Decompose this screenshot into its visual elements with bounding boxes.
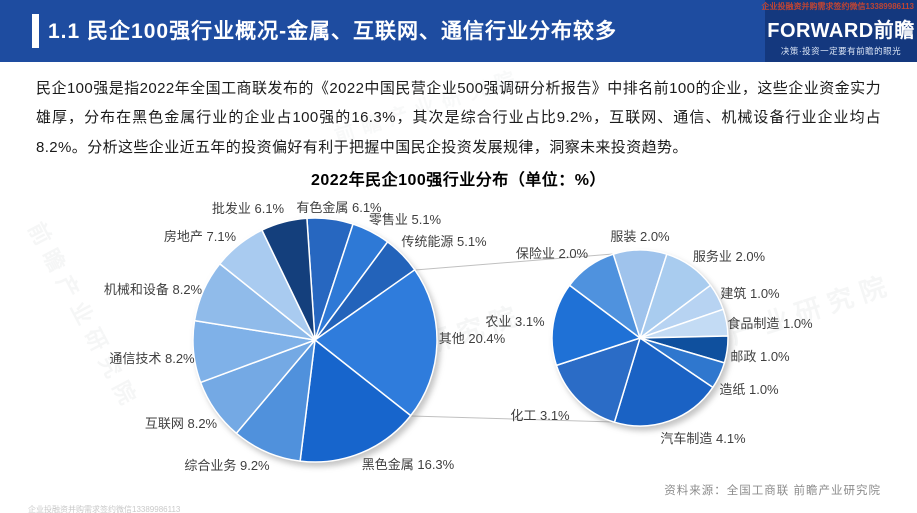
pie-slice-食品制造 bbox=[639, 308, 729, 339]
slice-label-农业: 农业 3.1% bbox=[485, 314, 545, 329]
intro-paragraph: 民企100强是指2022年全国工商联发布的《2022中国民营企业500强调研分析… bbox=[36, 80, 881, 156]
pie-slice-房地产 bbox=[219, 229, 316, 341]
slice-label-服务业: 服务业 2.0% bbox=[693, 249, 766, 264]
pie-slice-化工 bbox=[555, 337, 641, 423]
slice-label-保险业: 保险业 2.0% bbox=[516, 246, 589, 261]
slice-label-服装: 服装 2.0% bbox=[610, 229, 670, 244]
source-note: 资料来源：全国工商联 前瞻产业研究院 bbox=[664, 485, 881, 497]
slice-label-机械和设备: 机械和设备 8.2% bbox=[104, 282, 203, 297]
watermark-contact-bottom: 企业投融资并购需求签约微信13389986113 bbox=[28, 505, 181, 513]
slice-label-零售业: 零售业 5.1% bbox=[369, 212, 442, 227]
slice-label-食品制造: 食品制造 1.0% bbox=[727, 316, 813, 331]
pie-slice-农业 bbox=[551, 284, 641, 367]
pie-slice-通信技术 bbox=[192, 319, 316, 384]
slice-label-其他: 其他 20.4% bbox=[439, 331, 506, 346]
slice-label-造纸: 造纸 1.0% bbox=[719, 382, 779, 397]
pie-main bbox=[192, 217, 438, 463]
slice-label-建筑: 建筑 1.0% bbox=[720, 286, 780, 301]
slice-label-化工: 化工 3.1% bbox=[510, 408, 570, 423]
connector-line bbox=[414, 253, 614, 271]
pie-other-breakdown bbox=[551, 249, 729, 427]
pie-slice-批发业 bbox=[261, 217, 316, 341]
pie-slice-综合业务 bbox=[235, 339, 316, 462]
brand-block: FORWARD前瞻 决策·投资一定要有前瞻的眼光 bbox=[765, 0, 917, 62]
slice-label-房地产: 房地产 7.1% bbox=[164, 229, 237, 244]
pie-slice-有色金属 bbox=[306, 217, 354, 341]
pie-slice-汽车制造 bbox=[613, 337, 714, 427]
pie-slice-保险业 bbox=[568, 253, 641, 339]
pie-connector-lines bbox=[410, 253, 615, 423]
pie-slice-服装 bbox=[612, 249, 668, 339]
slice-label-传统能源: 传统能源 5.1% bbox=[401, 234, 487, 249]
slice-label-有色金属: 有色金属 6.1% bbox=[296, 200, 382, 215]
pie-slice-机械和设备 bbox=[193, 263, 316, 341]
connector-line bbox=[410, 415, 615, 423]
pie-slice-服务业 bbox=[639, 253, 712, 339]
pie-slice-零售业 bbox=[314, 223, 389, 341]
slice-label-通信技术: 通信技术 8.2% bbox=[109, 351, 195, 366]
pie-slice-传统能源 bbox=[314, 241, 416, 341]
pie-slice-造纸 bbox=[639, 337, 726, 389]
page-title: 1.1 民企100强行业概况-金属、互联网、通信行业分布较多 bbox=[48, 20, 618, 43]
logo-tagline: 决策·投资一定要有前瞻的眼光 bbox=[780, 46, 902, 56]
forward-logo: FORWARD前瞻 bbox=[767, 20, 915, 42]
slice-label-综合业务: 综合业务 9.2% bbox=[184, 458, 270, 473]
slice-label-邮政: 邮政 1.0% bbox=[730, 349, 790, 364]
slice-label-汽车制造: 汽车制造 4.1% bbox=[660, 431, 746, 446]
watermark-text: 前瞻产业研究院 bbox=[23, 218, 145, 416]
slice-label-黑色金属: 黑色金属 16.3% bbox=[362, 457, 455, 472]
pie-slice-互联网 bbox=[199, 339, 316, 435]
chart-title: 2022年民企100强行业分布（单位：%） bbox=[310, 172, 607, 189]
title-accent-bar bbox=[32, 14, 39, 48]
pie-slice-建筑 bbox=[639, 284, 724, 339]
pie-slice-其他 bbox=[314, 269, 438, 417]
header: 1.1 民企100强行业概况-金属、互联网、通信行业分布较多 FORWARD前瞻… bbox=[0, 0, 917, 62]
watermark-contact-top: 企业投融资并购需求签约微信13389986113 bbox=[761, 2, 915, 11]
pie-slice-邮政 bbox=[639, 335, 729, 364]
watermark-text: 前瞻产业研究院 bbox=[661, 268, 898, 371]
watermark-text: 前瞻产业研究院 bbox=[291, 298, 528, 401]
slice-label-互联网: 互联网 8.2% bbox=[145, 416, 218, 431]
pie-slice-黑色金属 bbox=[299, 339, 412, 463]
slice-label-批发业: 批发业 6.1% bbox=[212, 201, 285, 216]
